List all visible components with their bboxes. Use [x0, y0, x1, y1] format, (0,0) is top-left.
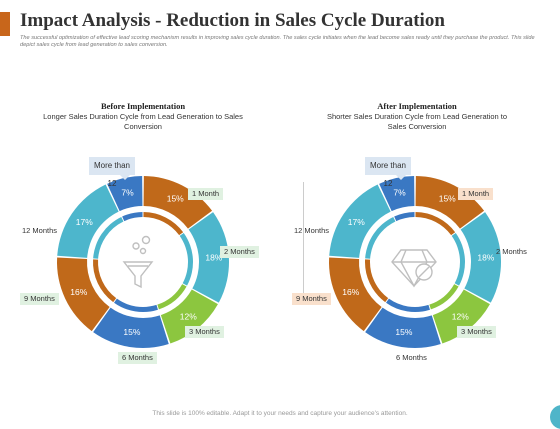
- donut-percent-label: 16%: [70, 287, 87, 297]
- donut-percent-label: 18%: [477, 253, 494, 263]
- donut-percent-label: 15%: [395, 327, 412, 337]
- after-tag-9-months: 9 Months: [292, 293, 331, 305]
- donut-percent-label: 12%: [452, 312, 469, 322]
- donut-percent-label: 17%: [348, 217, 365, 227]
- after-callout-tip: [396, 175, 406, 180]
- after-tag-3-months: 3 Months: [457, 326, 496, 338]
- before-tag-9-months: 9 Months: [20, 293, 59, 305]
- donut-percent-label: 7%: [121, 188, 134, 198]
- donut-percent-label: 15%: [167, 194, 184, 204]
- donut-percent-label: 7%: [393, 188, 406, 198]
- donut-inner-ring-segment: [93, 259, 117, 303]
- donut-segment-9-months: [57, 257, 110, 332]
- donut-segment-more-than-12: [379, 176, 415, 212]
- donut-segment-12-months: [57, 184, 119, 258]
- before-tag-2-months: 2 Months: [220, 246, 259, 258]
- donut-inner-ring-segment: [157, 284, 187, 310]
- before-callout-tip: [120, 175, 130, 180]
- donut-inner-ring-segment: [114, 298, 158, 312]
- after-tag-6-months: 6 Months: [396, 353, 427, 362]
- before-tag-1-month: 1 Month: [188, 188, 224, 200]
- slide-title: Impact Analysis - Reduction in Sales Cyc…: [20, 10, 445, 31]
- donut-inner-ring-segment: [143, 212, 184, 236]
- title-accent-bar: [0, 12, 10, 36]
- donut-charts: 15% 18% 12% 15% 16% 17% 7% 15% 18% 12% 15% 16% 17% 7…: [57, 176, 501, 348]
- before-tag-3-months: 3 Months: [185, 326, 224, 338]
- donut-segment-6-months: [93, 307, 169, 348]
- funnel-icon: [122, 235, 154, 289]
- donut-segment-more-than-12: [107, 176, 143, 212]
- before-description: Longer Sales Duration Cycle from Lead Ge…: [43, 112, 243, 131]
- donut-percent-label: 16%: [342, 287, 359, 297]
- gem-icon: [391, 249, 437, 288]
- donut-inner-ring-segment: [179, 233, 194, 286]
- donut-inner-ring-segment: [394, 212, 415, 222]
- donut-segment-1-month: [415, 176, 485, 229]
- donut-segment-2-months: [460, 212, 501, 303]
- donut-segment-1-month: [143, 176, 213, 229]
- donut-segment-3-months: [160, 289, 218, 344]
- donut-percent-label: 18%: [205, 253, 222, 263]
- before-tag-6-months: 6 Months: [118, 352, 157, 364]
- slide-subtitle: The successful optimization of effective…: [20, 35, 535, 48]
- after-tag-12-months: 12 Months: [294, 226, 330, 235]
- donut-segment-2-months: [188, 212, 229, 303]
- before-heading: Before Implementation: [100, 101, 186, 111]
- donut-inner-ring-segment: [429, 284, 459, 310]
- donut-percent-label: 15%: [439, 194, 456, 204]
- donut-percent-label: 15%: [123, 327, 140, 337]
- donut-percent-label: 12%: [180, 312, 197, 322]
- before-tag-12-months: 12 Months: [22, 226, 58, 235]
- donut-percent-label: 17%: [76, 217, 93, 227]
- after-callout-more-than-12: More than 12: [365, 157, 411, 188]
- donut-inner-ring-segment: [364, 259, 389, 303]
- donut-segment-3-months: [432, 289, 490, 344]
- after-donut: 15% 18% 12% 15% 16% 17% 7%: [329, 176, 501, 348]
- before-callout-more-than-12: More than 12: [89, 157, 135, 188]
- donut-inner-ring-segment: [122, 212, 143, 222]
- footer-note: This slide is 100% editable. Adapt it to…: [152, 410, 408, 417]
- donut-inner-ring-segment: [415, 212, 456, 236]
- donut-segment-12-months: [329, 184, 391, 258]
- panel-divider: [303, 182, 304, 300]
- donut-inner-ring-segment: [365, 216, 396, 259]
- donut-inner-ring-segment: [386, 298, 430, 312]
- donut-segment-6-months: [365, 307, 441, 348]
- before-donut: 15% 18% 12% 15% 16% 17% 7%: [57, 176, 229, 348]
- after-heading: After Implementation: [377, 101, 457, 111]
- corner-dot: [550, 405, 560, 429]
- donut-inner-ring-segment: [451, 233, 465, 286]
- donut-segment-9-months: [329, 257, 382, 332]
- donut-inner-ring-segment: [93, 216, 124, 259]
- after-tag-2-months: 2 Months: [496, 247, 527, 256]
- after-description: Shorter Sales Duration Cycle from Lead G…: [326, 112, 508, 131]
- after-tag-1-month: 1 Month: [458, 188, 494, 200]
